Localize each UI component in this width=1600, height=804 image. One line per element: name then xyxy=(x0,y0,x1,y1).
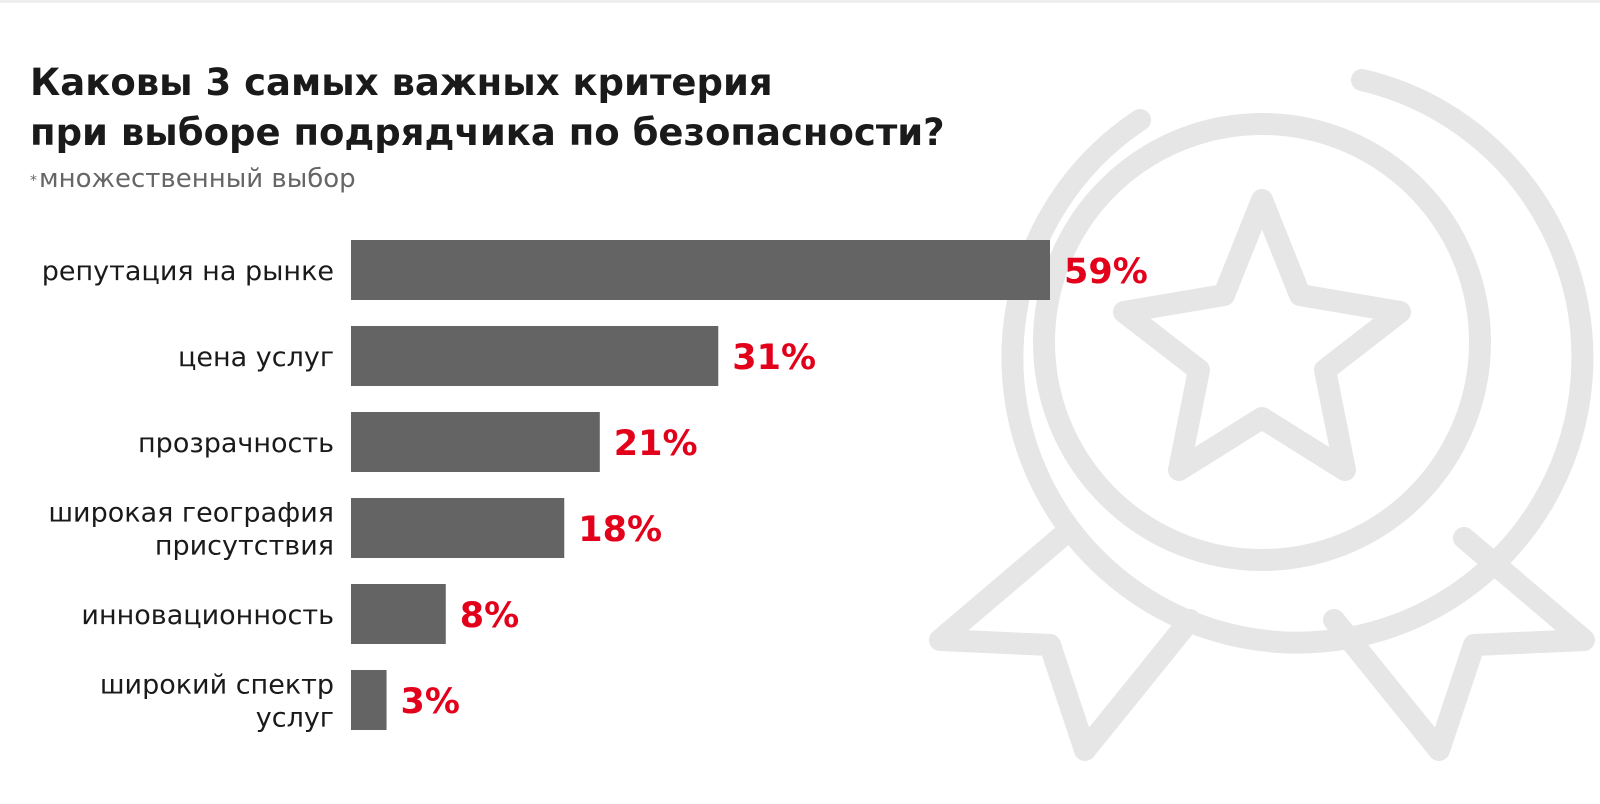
category-label-1: репутация на рынке xyxy=(42,256,334,287)
value-label-1: 59% xyxy=(1064,252,1148,292)
bar-6 xyxy=(351,670,387,730)
value-label-3: 21% xyxy=(614,424,698,464)
bar-4 xyxy=(351,498,565,558)
chart-title-line-2: при выборе подрядчика по безопасности? xyxy=(30,111,945,154)
category-label-2: цена услуг xyxy=(178,342,334,373)
chart-title-line-1: Каковы 3 самых важных критерия xyxy=(30,61,773,104)
chart-note: *множественный выбор xyxy=(30,162,356,196)
bar-1 xyxy=(351,240,1050,300)
bar-5 xyxy=(351,584,446,644)
top-divider xyxy=(0,0,1600,3)
value-label-5: 8% xyxy=(460,596,519,636)
bar-2 xyxy=(351,326,719,386)
category-label-3: прозрачность xyxy=(138,428,334,459)
bar-3 xyxy=(351,412,600,472)
note-asterisk: * xyxy=(30,173,37,189)
category-label-4-line-2: присутствия xyxy=(155,531,334,562)
chart-title: Каковы 3 самых важных критерия при выбор… xyxy=(30,58,945,158)
value-label-6: 3% xyxy=(401,682,460,722)
category-label-6-line-1: широкий спектр xyxy=(100,670,334,701)
award-ribbon-icon xyxy=(929,69,1595,761)
category-label-6-line-2: услуг xyxy=(256,703,334,734)
value-label-4: 18% xyxy=(578,510,662,550)
category-label-4-line-1: широкая география xyxy=(48,498,334,529)
value-label-2: 31% xyxy=(732,338,816,378)
category-label-5: инновационность xyxy=(81,600,334,631)
note-text: множественный выбор xyxy=(39,164,356,194)
